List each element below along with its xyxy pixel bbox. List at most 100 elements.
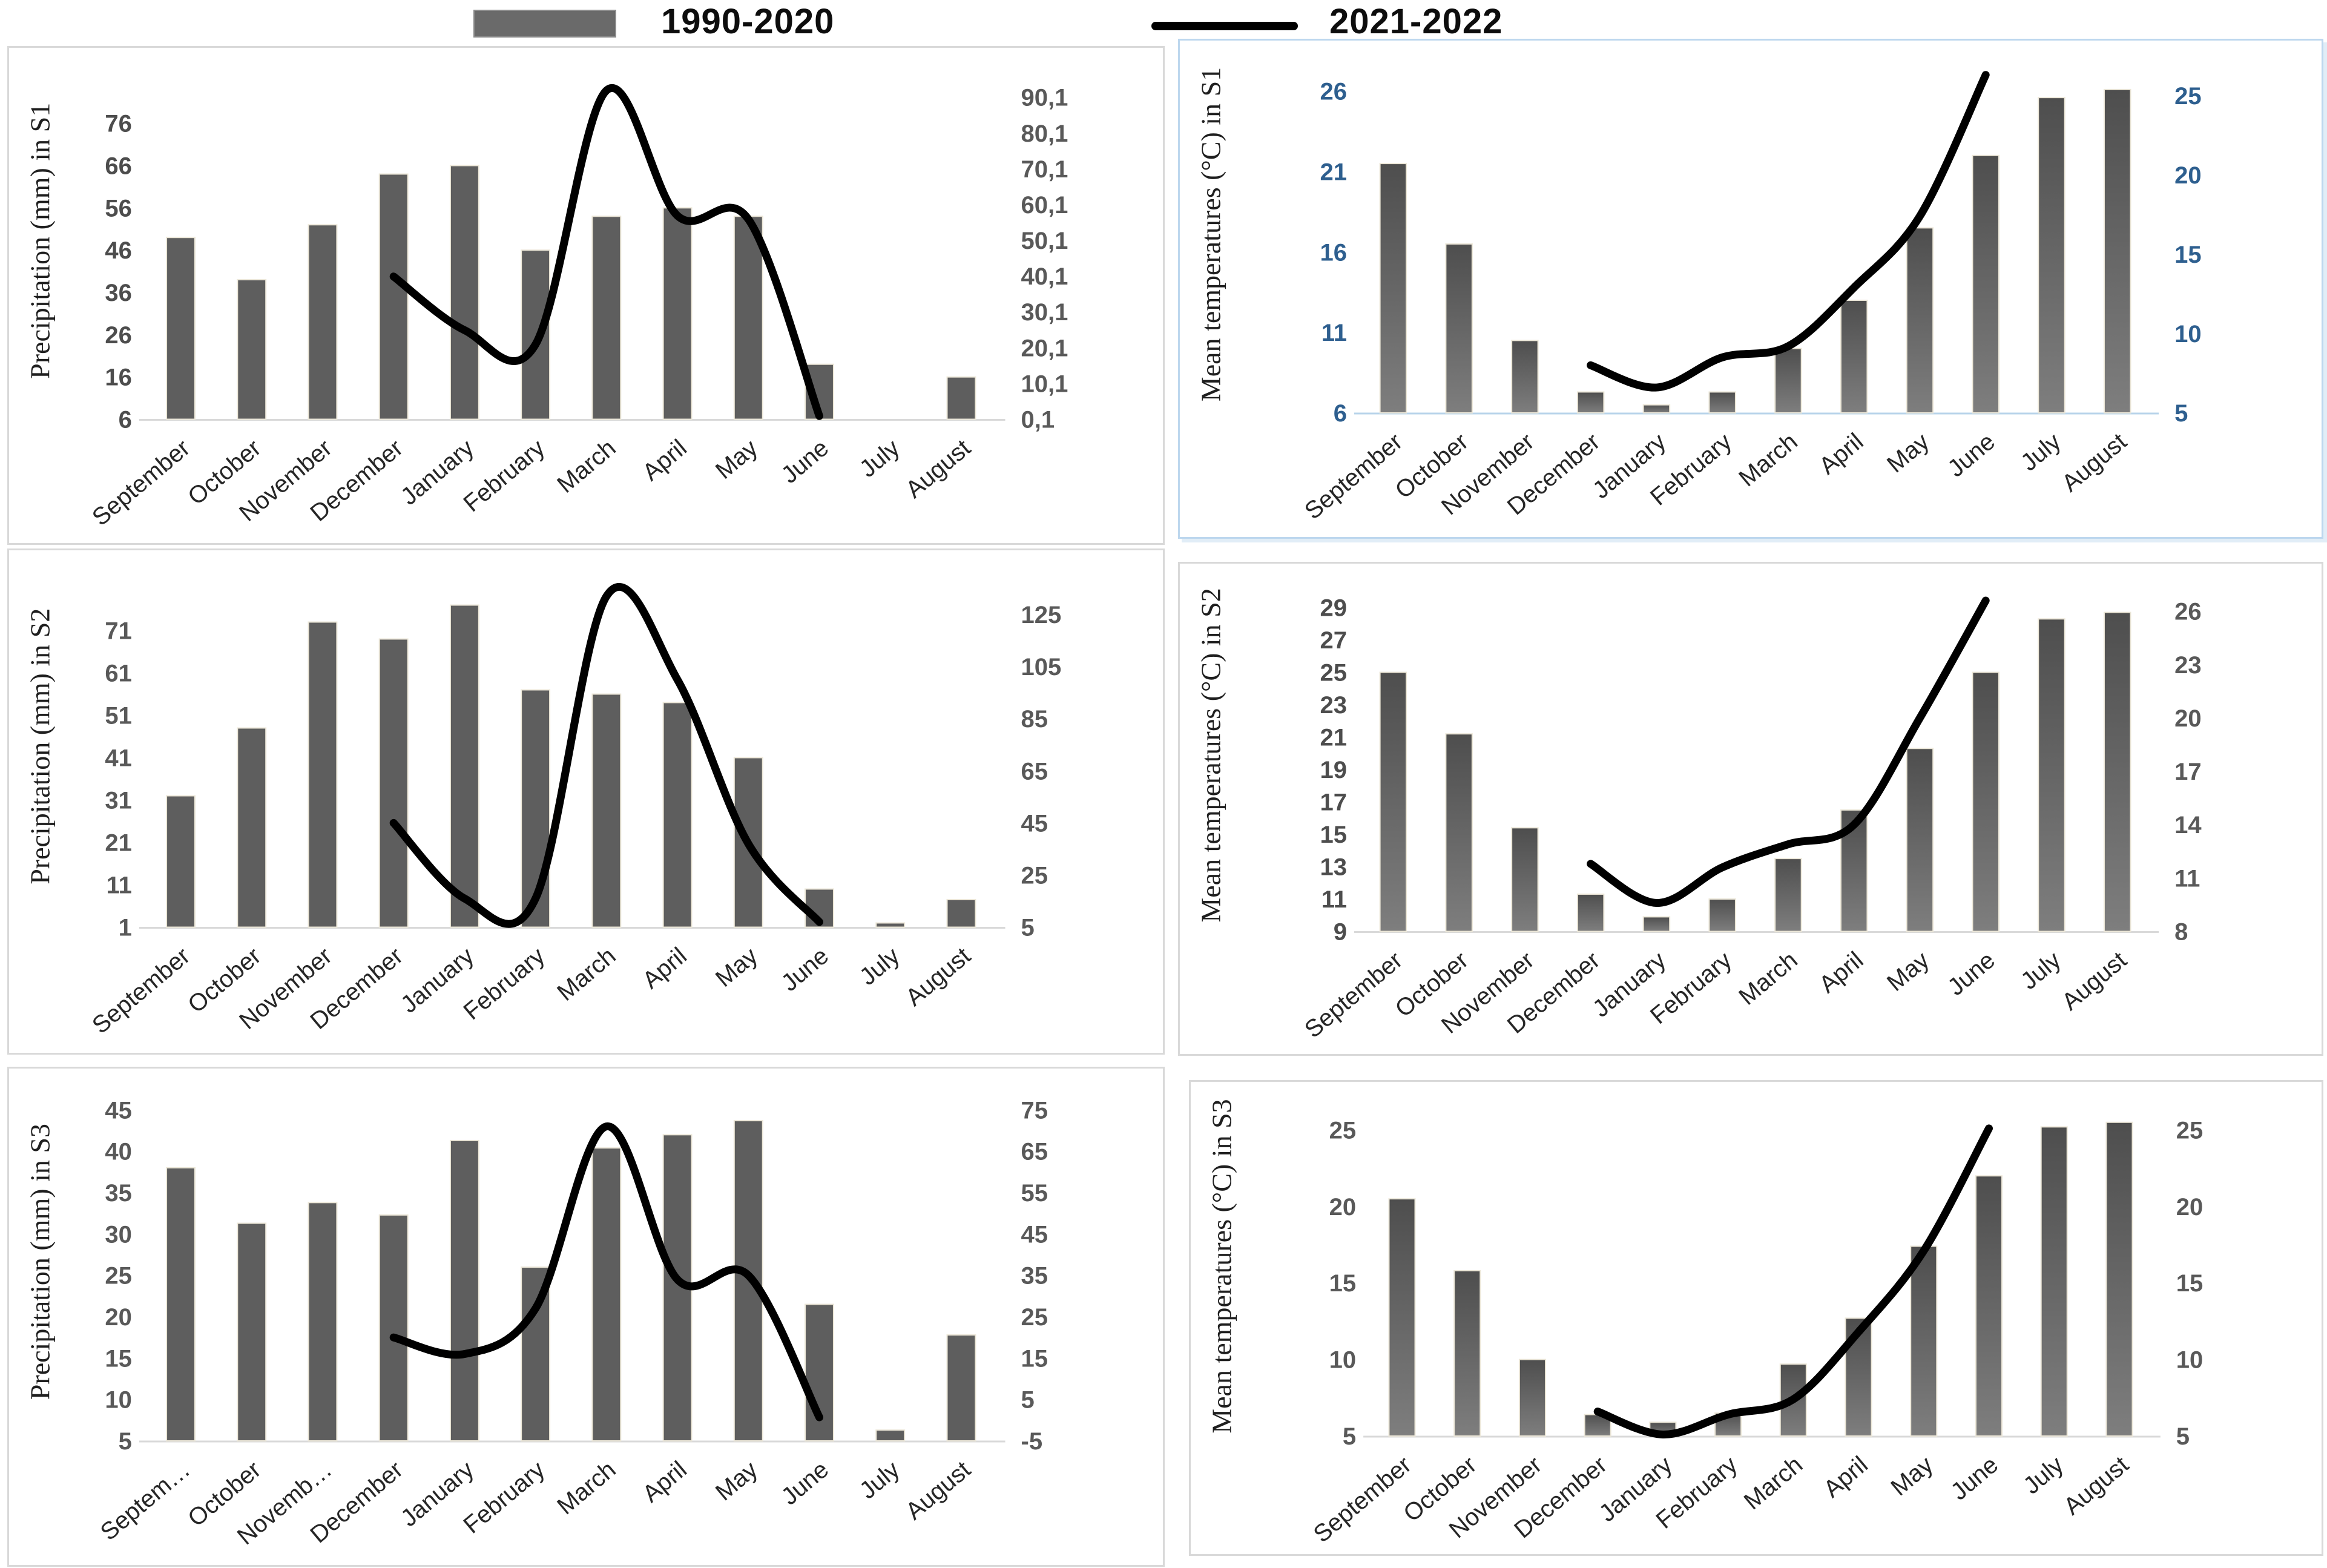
svg-text:20: 20 xyxy=(1329,1194,1357,1220)
svg-text:June: June xyxy=(1943,947,2000,1001)
svg-text:6: 6 xyxy=(119,407,132,433)
svg-text:5: 5 xyxy=(2176,1423,2190,1450)
svg-text:23: 23 xyxy=(2174,652,2202,679)
svg-text:21: 21 xyxy=(1320,159,1347,185)
svg-text:-5: -5 xyxy=(1021,1428,1043,1455)
svg-text:May: May xyxy=(711,435,763,484)
svg-text:1: 1 xyxy=(119,915,132,941)
svg-text:March: March xyxy=(552,1456,620,1520)
svg-text:June: June xyxy=(777,435,834,489)
svg-text:September: September xyxy=(1309,1451,1417,1547)
svg-text:45: 45 xyxy=(1021,1221,1048,1248)
legend: 1990-2020 2021-2022 xyxy=(0,0,2327,46)
svg-text:20: 20 xyxy=(2174,162,2202,189)
svg-text:February: February xyxy=(458,435,550,518)
svg-text:11: 11 xyxy=(107,872,132,899)
svg-text:15: 15 xyxy=(105,1345,132,1372)
svg-text:25: 25 xyxy=(2176,1117,2204,1144)
chart-precipitation-s3: Precipitation (mm) in S3 5 10 15 20 25 30 35 40… xyxy=(7,1067,1165,1567)
svg-text:8: 8 xyxy=(2174,919,2188,946)
svg-text:11: 11 xyxy=(2174,865,2200,892)
svg-text:6: 6 xyxy=(1334,400,1347,427)
legend-series1-label: 1990-2020 xyxy=(661,2,835,41)
svg-text:August: August xyxy=(901,435,976,504)
svg-text:21: 21 xyxy=(1320,725,1347,751)
svg-text:51: 51 xyxy=(105,703,132,730)
svg-text:20: 20 xyxy=(105,1304,132,1331)
svg-text:75: 75 xyxy=(1021,1097,1048,1124)
svg-text:76: 76 xyxy=(105,111,132,137)
svg-text:45: 45 xyxy=(105,1097,132,1124)
svg-text:56: 56 xyxy=(105,195,132,222)
svg-text:30: 30 xyxy=(105,1221,132,1248)
svg-text:April: April xyxy=(637,435,692,486)
svg-text:September: September xyxy=(87,943,195,1039)
svg-text:10: 10 xyxy=(105,1387,132,1414)
svg-text:125: 125 xyxy=(1021,602,1062,628)
svg-text:85: 85 xyxy=(1021,706,1048,733)
svg-text:45: 45 xyxy=(1021,810,1048,837)
svg-text:105: 105 xyxy=(1021,654,1062,680)
svg-text:July: July xyxy=(2016,428,2066,476)
chart-precipitation-s2: Precipitation (mm) in S2 1 11 21 31 41 51 61 71… xyxy=(7,548,1165,1055)
svg-text:80,1: 80,1 xyxy=(1021,120,1068,147)
chart-svg-precipitation-s1: 6 16 26 36 46 56 66 76 0,1 10,1 20,1 30,1 40,1 50,1 60… xyxy=(87,84,1068,531)
svg-text:March: March xyxy=(552,943,620,1006)
svg-text:July: July xyxy=(2016,947,2066,995)
svg-text:11: 11 xyxy=(1321,886,1347,913)
svg-text:27: 27 xyxy=(1320,627,1347,654)
svg-text:April: April xyxy=(1814,428,1869,479)
svg-text:11: 11 xyxy=(1321,320,1347,346)
svg-text:August: August xyxy=(2057,428,2132,497)
svg-text:25: 25 xyxy=(105,1263,132,1290)
svg-text:July: July xyxy=(855,435,905,483)
svg-text:5: 5 xyxy=(1343,1423,1356,1450)
svg-text:5: 5 xyxy=(1021,1387,1035,1414)
svg-text:August: August xyxy=(2057,947,2132,1016)
svg-text:46: 46 xyxy=(105,237,132,264)
svg-text:65: 65 xyxy=(1021,758,1048,785)
svg-text:5: 5 xyxy=(119,1428,132,1455)
svg-text:0,1: 0,1 xyxy=(1021,407,1055,433)
svg-text:61: 61 xyxy=(105,660,132,687)
svg-text:February: February xyxy=(458,943,550,1026)
svg-text:March: March xyxy=(1739,1451,1808,1515)
svg-text:June: June xyxy=(777,943,834,996)
svg-text:26: 26 xyxy=(105,322,132,349)
svg-text:20,1: 20,1 xyxy=(1021,335,1068,361)
svg-text:15: 15 xyxy=(2174,242,2202,268)
svg-text:17: 17 xyxy=(2174,759,2202,785)
svg-text:June: June xyxy=(777,1456,834,1510)
svg-text:April: April xyxy=(1814,947,1869,998)
svg-text:60,1: 60,1 xyxy=(1021,192,1068,219)
chart-svg-precipitation-s3: 5 10 15 20 25 30 35 40 45 -5 5 15 25 35 45 55 65 75 Septem… xyxy=(96,1097,1048,1550)
svg-text:September: September xyxy=(87,435,195,531)
svg-text:65: 65 xyxy=(1021,1139,1048,1165)
svg-text:March: March xyxy=(1734,428,1802,492)
chart-mean-temperatures-s1: Mean temperatures (°C) in S1 6 11 16 21 26 5 1… xyxy=(1178,39,2323,539)
svg-text:May: May xyxy=(711,1456,763,1506)
svg-text:36: 36 xyxy=(105,280,132,306)
svg-text:10,1: 10,1 xyxy=(1021,371,1068,397)
legend-bar-swatch xyxy=(473,10,616,38)
svg-text:10: 10 xyxy=(2174,321,2202,348)
svg-text:July: July xyxy=(2018,1451,2069,1499)
svg-text:19: 19 xyxy=(1320,757,1347,783)
svg-text:15: 15 xyxy=(1320,822,1347,848)
svg-text:25: 25 xyxy=(1320,660,1347,687)
chart-precipitation-s1: Precipitation (mm) in S1 6 16 26 36 46 56 66 76… xyxy=(7,46,1165,545)
svg-text:May: May xyxy=(1886,1451,1938,1501)
svg-text:February: February xyxy=(458,1456,550,1539)
svg-text:66: 66 xyxy=(105,153,132,180)
svg-text:13: 13 xyxy=(1320,854,1347,881)
svg-text:September: September xyxy=(1300,428,1407,524)
svg-text:20: 20 xyxy=(2176,1194,2204,1220)
svg-text:August: August xyxy=(901,1456,976,1525)
svg-text:5: 5 xyxy=(1021,915,1035,941)
svg-text:10: 10 xyxy=(2176,1347,2204,1374)
svg-text:July: July xyxy=(855,1456,905,1504)
svg-text:15: 15 xyxy=(1329,1270,1357,1297)
svg-text:25: 25 xyxy=(1021,1304,1048,1331)
svg-text:14: 14 xyxy=(2174,812,2202,838)
svg-text:26: 26 xyxy=(2174,599,2202,625)
